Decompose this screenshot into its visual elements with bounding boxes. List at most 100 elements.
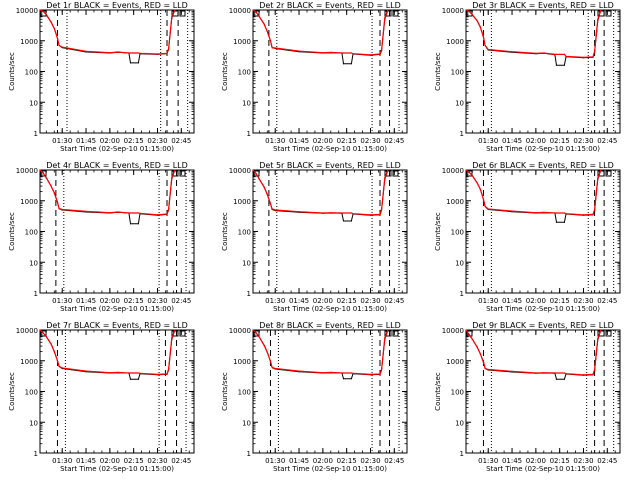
lld-data-point bbox=[53, 27, 55, 30]
lld-data-point bbox=[384, 337, 386, 339]
y-tick-label: 1 bbox=[34, 130, 38, 138]
y-axis-label: Counts/sec bbox=[8, 212, 16, 251]
x-tick-label: 02:30 bbox=[147, 137, 167, 145]
y-tick-label: 1000 bbox=[20, 198, 38, 206]
x-axis-label: Start Time (02-Sep-10 01:15:00) bbox=[486, 145, 600, 153]
lld-data-point bbox=[369, 214, 372, 216]
lld-data-point bbox=[298, 370, 300, 372]
corner-box-marker bbox=[179, 330, 186, 337]
x-tick-label: 02:15 bbox=[550, 137, 570, 145]
y-tick-label: 1000 bbox=[233, 198, 251, 206]
lld-data-point bbox=[274, 47, 276, 49]
lld-data-point bbox=[535, 212, 537, 214]
y-tick-label: 100 bbox=[25, 229, 38, 237]
lld-data-point bbox=[58, 44, 60, 47]
plot-title: Det 3r BLACK = Events, RED = LLD bbox=[472, 1, 614, 10]
lld-data-point bbox=[266, 193, 268, 196]
lld-data-point bbox=[258, 178, 260, 180]
corner-box-marker bbox=[179, 170, 186, 177]
corner-box-marker bbox=[466, 170, 473, 177]
lld-data-point bbox=[269, 360, 272, 362]
x-axis-label: Start Time (02-Sep-10 01:15:00) bbox=[60, 465, 174, 473]
x-tick-label: 02:00 bbox=[100, 457, 120, 465]
lld-data-point bbox=[555, 212, 558, 214]
lld-data-point bbox=[53, 350, 55, 353]
lld-data-point bbox=[565, 213, 567, 215]
events-data-point bbox=[342, 63, 345, 65]
corner-box-marker bbox=[253, 10, 260, 17]
plot-panel-1: Det 1r BLACK = Events, RED = LLD 1 10 100 10… bbox=[8, 1, 195, 153]
y-tick-label: 100 bbox=[451, 69, 464, 77]
lld-data-point bbox=[109, 52, 111, 54]
x-tick-label: 02:15 bbox=[550, 297, 570, 305]
events-data-point bbox=[563, 221, 566, 223]
y-tick-label: 1000 bbox=[446, 38, 464, 46]
lld-series-line bbox=[465, 329, 602, 376]
lld-data-point bbox=[379, 53, 381, 55]
lld-data-point bbox=[482, 361, 485, 363]
lld-data-point bbox=[85, 50, 87, 53]
y-tick-label: 10 bbox=[242, 259, 251, 267]
y-tick-label: 100 bbox=[451, 229, 464, 237]
corner-box-marker bbox=[392, 330, 399, 337]
y-axis-label: Counts/sec bbox=[221, 372, 229, 411]
corner-box-marker bbox=[40, 330, 47, 337]
lld-data-point bbox=[255, 332, 257, 334]
lld-data-point bbox=[342, 372, 345, 374]
lld-data-point bbox=[592, 56, 594, 58]
lld-data-point bbox=[61, 46, 63, 48]
lld-data-point bbox=[85, 210, 87, 212]
x-tick-label: 02:45 bbox=[171, 137, 191, 145]
lld-data-point bbox=[582, 374, 585, 376]
events-data-point bbox=[555, 221, 558, 223]
plot-title: Det 1r BLACK = Events, RED = LLD bbox=[46, 1, 188, 10]
events-data-point bbox=[555, 64, 558, 66]
y-tick-label: 1 bbox=[460, 130, 464, 138]
lld-data-point bbox=[271, 366, 273, 368]
lld-data-point bbox=[258, 336, 260, 338]
lld-data-point bbox=[592, 213, 594, 215]
lld-data-point bbox=[255, 173, 257, 175]
lld-data-point bbox=[139, 212, 141, 214]
lld-data-point bbox=[465, 9, 467, 11]
lld-data-point bbox=[58, 207, 60, 210]
lld-data-point bbox=[258, 16, 260, 18]
y-axis-label: Counts/sec bbox=[434, 372, 442, 411]
lld-data-point bbox=[137, 372, 139, 374]
lld-data-point bbox=[565, 373, 567, 375]
x-tick-label: 02:30 bbox=[360, 297, 380, 305]
lld-data-point bbox=[322, 212, 324, 214]
lld-data-point bbox=[56, 37, 59, 39]
lld-data-point bbox=[56, 201, 59, 203]
lld-data-point bbox=[592, 373, 594, 375]
x-tick-label: 01:30 bbox=[52, 137, 72, 145]
lld-data-point bbox=[482, 198, 485, 201]
lld-data-point bbox=[128, 212, 130, 214]
x-tick-label: 02:45 bbox=[597, 137, 617, 145]
y-tick-label: 10 bbox=[29, 99, 38, 107]
lld-data-point bbox=[594, 50, 596, 53]
y-tick-label: 10 bbox=[29, 419, 38, 427]
x-tick-label: 02:00 bbox=[526, 297, 546, 305]
x-tick-label: 01:45 bbox=[502, 297, 522, 305]
x-tick-label: 02:45 bbox=[384, 457, 404, 465]
x-tick-label: 02:30 bbox=[573, 457, 593, 465]
lld-data-point bbox=[252, 9, 254, 11]
lld-data-point bbox=[600, 9, 602, 11]
corner-box-marker bbox=[392, 170, 399, 177]
plot-title: Det 8r BLACK = Events, RED = LLD bbox=[259, 321, 401, 330]
x-tick-label: 01:30 bbox=[478, 137, 498, 145]
lld-data-point bbox=[42, 332, 44, 334]
lld-data-point bbox=[330, 371, 332, 373]
plot-title: Det 9r BLACK = Events, RED = LLD bbox=[472, 321, 614, 330]
lld-data-point bbox=[468, 10, 470, 12]
lld-data-point bbox=[465, 169, 467, 171]
lld-data-point bbox=[156, 373, 159, 375]
x-tick-label: 02:45 bbox=[384, 297, 404, 305]
lld-data-point bbox=[166, 213, 168, 215]
corner-box-marker bbox=[253, 170, 260, 177]
x-tick-label: 01:30 bbox=[265, 457, 285, 465]
lld-data-point bbox=[58, 365, 60, 367]
lld-data-point bbox=[39, 169, 41, 171]
lld-data-point bbox=[45, 336, 48, 338]
